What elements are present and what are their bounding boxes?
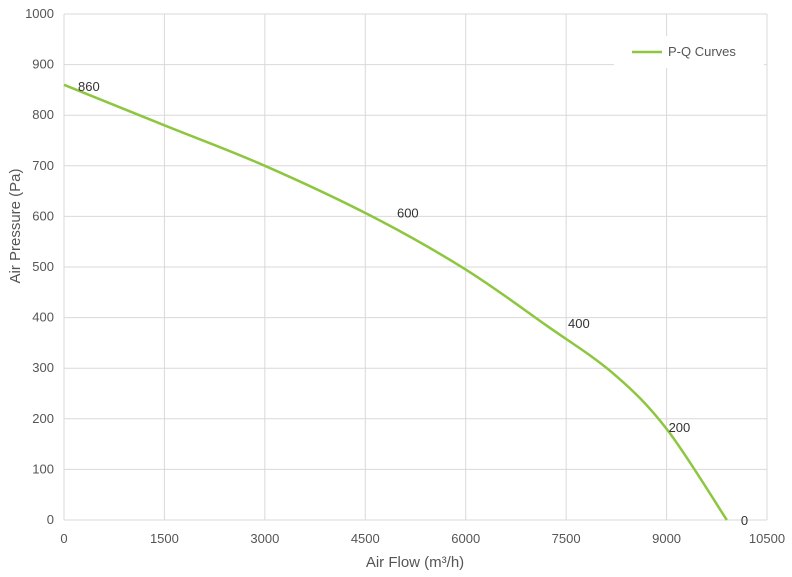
x-tick-label: 9000 xyxy=(652,531,681,546)
data-label: 200 xyxy=(669,420,691,435)
data-label: 400 xyxy=(568,316,590,331)
x-tick-label: 10500 xyxy=(749,531,785,546)
y-axis-ticks: 0 100 200 300 400 500 600 700 800 900 1000 xyxy=(25,6,54,527)
series-layer xyxy=(63,83,728,521)
x-tick-label: 4500 xyxy=(351,531,380,546)
y-tick-label: 1000 xyxy=(25,6,54,21)
x-axis-ticks: 0 1500 3000 4500 6000 7500 9000 10500 xyxy=(60,531,785,546)
series-line-pq-curves xyxy=(63,83,728,521)
x-axis-title: Air Flow (m³/h) xyxy=(366,554,464,571)
y-axis-title: Air Pressure (Pa) xyxy=(7,168,24,283)
x-tick-label: 6000 xyxy=(451,531,480,546)
data-label: 600 xyxy=(397,205,419,220)
x-tick-label: 3000 xyxy=(250,531,279,546)
data-label: 0 xyxy=(741,513,748,528)
y-tick-label: 600 xyxy=(32,208,54,223)
legend-label-pq-curves: P-Q Curves xyxy=(668,44,736,59)
x-tick-label: 7500 xyxy=(552,531,581,546)
annotations-layer: 860 600 400 200 0 xyxy=(78,79,748,528)
data-label: 860 xyxy=(78,79,100,94)
y-tick-label: 0 xyxy=(47,512,54,527)
y-tick-label: 100 xyxy=(32,461,54,476)
y-tick-label: 900 xyxy=(32,57,54,72)
y-tick-label: 400 xyxy=(32,310,54,325)
grid xyxy=(63,13,768,521)
y-tick-label: 500 xyxy=(32,259,54,274)
x-tick-label: 1500 xyxy=(150,531,179,546)
y-tick-label: 800 xyxy=(32,107,54,122)
y-tick-label: 700 xyxy=(32,158,54,173)
y-tick-label: 200 xyxy=(32,411,54,426)
x-tick-label: 0 xyxy=(60,531,67,546)
y-tick-label: 300 xyxy=(32,360,54,375)
legend: P-Q Curves xyxy=(614,36,764,68)
